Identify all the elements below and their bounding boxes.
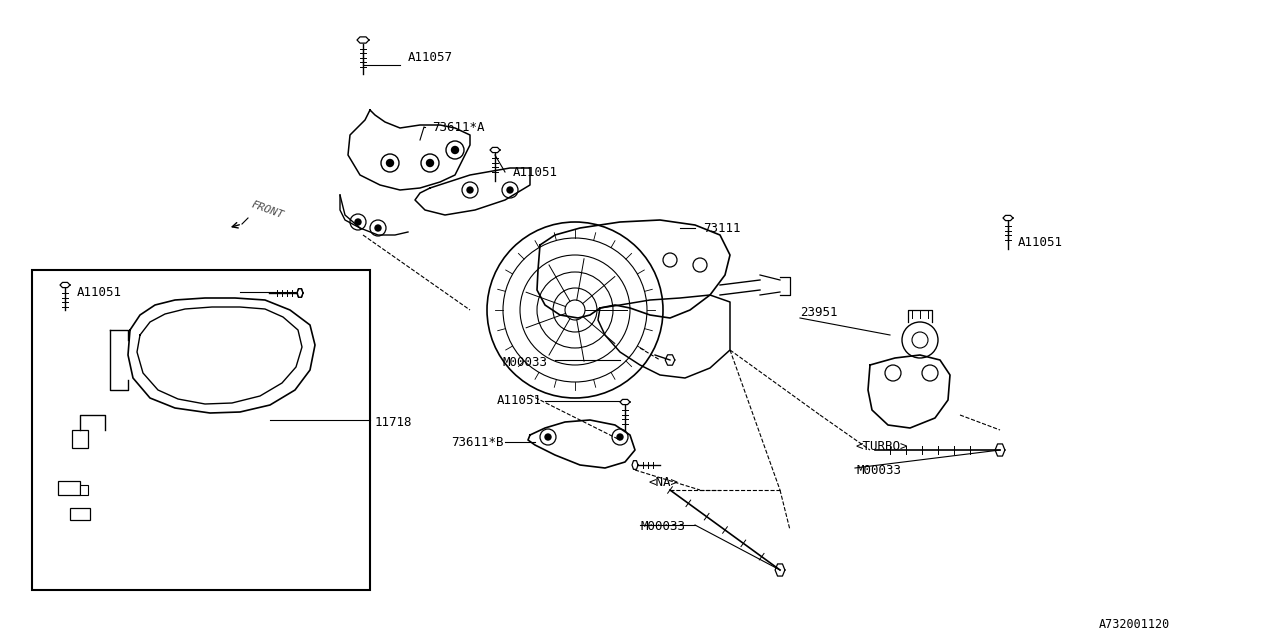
Bar	[81, 485, 88, 495]
Circle shape	[355, 219, 361, 225]
Circle shape	[545, 434, 550, 440]
Bar	[72, 430, 88, 448]
Text: <TURBO>: <TURBO>	[855, 440, 908, 454]
Text: A11051: A11051	[497, 394, 541, 408]
Text: 73111: 73111	[703, 221, 741, 234]
Text: A11051: A11051	[77, 285, 122, 298]
Text: A11057: A11057	[408, 51, 453, 63]
Bar	[70, 508, 90, 520]
Circle shape	[375, 225, 381, 231]
Circle shape	[507, 187, 513, 193]
Bar	[32, 270, 370, 590]
Circle shape	[452, 147, 458, 154]
Text: FRONT: FRONT	[250, 199, 285, 220]
Text: A732001120: A732001120	[1098, 618, 1170, 632]
Circle shape	[617, 434, 623, 440]
Text: 23951: 23951	[800, 305, 837, 319]
Text: M00033: M00033	[640, 520, 685, 534]
Circle shape	[387, 159, 393, 166]
Text: 73611*B: 73611*B	[452, 435, 504, 449]
Text: A11051: A11051	[513, 166, 558, 179]
Circle shape	[426, 159, 434, 166]
Bar	[58, 481, 81, 495]
Text: <NA>: <NA>	[648, 476, 678, 488]
Circle shape	[467, 187, 474, 193]
Text: A11051: A11051	[1018, 236, 1062, 248]
Text: 73611*A: 73611*A	[433, 120, 485, 134]
Text: M00033: M00033	[502, 355, 547, 369]
Text: M00033: M00033	[856, 463, 901, 477]
Text: 11718: 11718	[375, 417, 412, 429]
